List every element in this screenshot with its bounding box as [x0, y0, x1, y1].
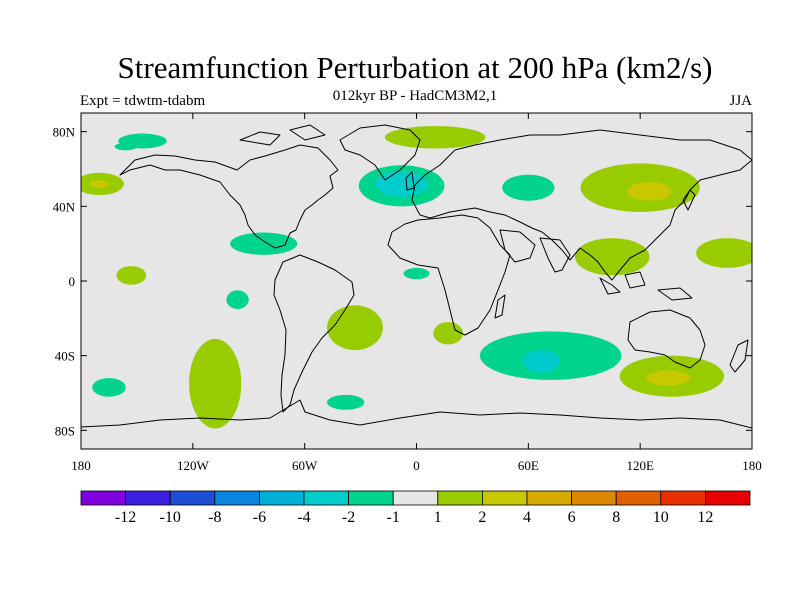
- anomaly-barents-low: [502, 174, 555, 201]
- anomaly-e-pacific-low: [226, 290, 249, 309]
- coastline-africa: [387, 214, 511, 336]
- colorbar-swatch: [660, 490, 706, 506]
- coastline-india: [539, 237, 571, 273]
- coastline-new-zealand: [729, 339, 749, 373]
- coastline-north-america: [119, 144, 339, 249]
- coastline-canadian-arctic: [239, 124, 326, 146]
- anomaly-southern-ocean-low-b: [327, 394, 365, 410]
- colorbar-swatch: [437, 490, 483, 506]
- anomaly-southern-ocean-low-a: [92, 378, 126, 397]
- lon-tick-label: 120E: [626, 458, 654, 473]
- anomaly-s-indian-low: [522, 350, 561, 373]
- lat-tick-label: 40S: [55, 349, 75, 364]
- colorbar-swatch: [526, 490, 572, 506]
- lat-tick-label: 80S: [55, 423, 75, 438]
- colorbar-label: -1: [387, 509, 400, 526]
- colorbar-swatch: [571, 490, 617, 506]
- lon-tick-label: 180: [742, 458, 762, 473]
- coastline-greenland: [339, 124, 421, 181]
- colorbar-swatch: [481, 490, 528, 506]
- anomaly-e-atlantic-low: [403, 267, 430, 280]
- colorbar-label: -6: [253, 509, 266, 526]
- coastline-sumatra-borneo: [599, 271, 646, 295]
- anomaly-caribbean-low: [230, 232, 298, 255]
- colorbar-label: 8: [612, 509, 620, 526]
- anomaly-tropical-pacific-high: [116, 266, 147, 285]
- anomaly-east-asia-high: [627, 182, 672, 201]
- coastline-antarctica: [81, 399, 752, 429]
- colorbar-label: 4: [523, 509, 531, 526]
- colorbar-label: -10: [160, 509, 181, 526]
- lat-tick-label: 40N: [53, 199, 76, 214]
- colorbar-swatch: [169, 490, 216, 506]
- anomaly-n-atlantic-low: [375, 170, 428, 197]
- colorbar-label: -8: [208, 509, 221, 526]
- lon-tick-label: 120W: [177, 458, 210, 473]
- colorbar-label: 2: [478, 509, 486, 526]
- coastline-japan: [682, 189, 696, 211]
- anomaly-s-africa-high: [433, 322, 464, 345]
- anomaly-se-pacific-high: [189, 338, 242, 429]
- lon-tick-label: 60W: [292, 458, 318, 473]
- colorbar-label: 10: [653, 509, 669, 526]
- anomaly-arctic-high: [384, 126, 486, 149]
- lon-tick-label: 180: [71, 458, 91, 473]
- coastline-uk: [405, 171, 415, 191]
- anomaly-n-pacific-high-core: [90, 180, 109, 188]
- experiment-label: Expt = tdwtm-tdabm: [80, 93, 206, 109]
- season-label: JJA: [729, 93, 752, 109]
- colorbar-swatch: [705, 490, 751, 506]
- coastline-madagascar: [494, 294, 506, 319]
- lat-tick-label: 80N: [53, 125, 76, 140]
- anomaly-s-pacific-high: [645, 370, 691, 386]
- colorbar-label: 12: [697, 509, 713, 526]
- colorbar-swatch: [303, 490, 349, 506]
- colorbar-swatch: [258, 490, 305, 506]
- lon-tick-label: 60E: [518, 458, 539, 473]
- colorbar-swatch: [80, 490, 126, 506]
- colorbar-label: 6: [568, 509, 576, 526]
- coastline-arabia: [499, 229, 536, 263]
- coastline-eurasia: [411, 129, 752, 281]
- map-background: [81, 113, 752, 449]
- coastline-australia: [627, 309, 706, 369]
- anomaly-layer: [81, 126, 752, 429]
- coastline-new-guinea: [657, 287, 693, 301]
- coastline-south-america: [273, 254, 355, 413]
- chart-subtitle: 012kyr BP - HadCM3M2,1: [332, 88, 498, 104]
- colorbar: -12 -10 -8 -6 -4 -2 -1 1 2 4 6 8 10 12: [80, 490, 751, 526]
- lat-tick-label: 0: [69, 274, 76, 289]
- colorbar-swatch: [615, 490, 662, 506]
- lon-tick-label: 0: [413, 458, 420, 473]
- colorbar-label: -2: [342, 509, 355, 526]
- anomaly-w-pacific-high: [696, 238, 752, 268]
- colorbar-label: -12: [115, 509, 136, 526]
- lon-axis: 180 120W 60W 0 60E 120E 180: [71, 113, 762, 473]
- coastline-layer: [81, 124, 752, 429]
- colorbar-swatch: [125, 490, 171, 506]
- chart-title: Streamfunction Perturbation at 200 hPa (…: [117, 50, 713, 85]
- anomaly-arctic-low-west: [114, 142, 137, 151]
- anomaly-s-atlantic-high: [327, 305, 383, 351]
- anomaly-asia-monsoon-high: [574, 238, 650, 276]
- colorbar-swatch: [348, 490, 394, 506]
- colorbar-label: 1: [434, 509, 442, 526]
- colorbar-swatch: [392, 490, 439, 506]
- colorbar-label: -4: [297, 509, 310, 526]
- colorbar-swatch: [214, 490, 260, 506]
- lat-axis: 80N 40N 0 40S 80S: [53, 125, 752, 438]
